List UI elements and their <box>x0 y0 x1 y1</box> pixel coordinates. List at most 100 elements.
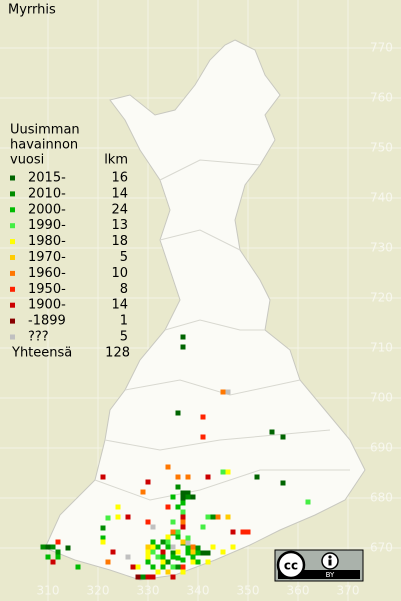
observation-square <box>65 545 71 551</box>
legend-count: 5 <box>120 250 128 265</box>
observation-square <box>180 344 186 350</box>
y-tick-label: 730 <box>370 241 393 255</box>
x-tick-label: 340 <box>187 584 210 598</box>
observation-square <box>170 519 176 525</box>
observation-square <box>195 559 201 565</box>
observation-square <box>105 515 111 521</box>
x-tick-label: 310 <box>37 584 60 598</box>
observation-square <box>155 569 161 575</box>
observation-square <box>140 574 146 580</box>
observation-square <box>185 490 191 496</box>
observation-square <box>305 499 311 505</box>
legend-label: 1950- <box>28 282 66 297</box>
observation-square <box>100 525 106 531</box>
observation-square <box>200 550 206 556</box>
observation-square <box>75 564 81 570</box>
observation-square <box>215 514 221 520</box>
observation-square <box>150 539 156 545</box>
observation-square <box>55 549 61 555</box>
observation-square <box>185 535 191 541</box>
observation-square <box>145 559 151 565</box>
observation-square <box>175 504 181 510</box>
y-tick-label: 770 <box>370 41 393 55</box>
observation-square <box>195 550 201 556</box>
observation-square <box>180 495 186 501</box>
total-label: Yhteensä <box>11 345 72 360</box>
observation-square <box>165 559 171 565</box>
observation-square <box>180 564 186 570</box>
observation-square <box>105 559 111 565</box>
observation-square <box>110 549 116 555</box>
observation-square <box>220 469 226 475</box>
observation-square <box>115 514 121 520</box>
observation-square <box>165 539 171 545</box>
observation-square <box>40 544 46 550</box>
x-tick-label: 370 <box>337 584 360 598</box>
legend-swatch <box>10 270 15 276</box>
legend-label: 1970- <box>28 250 66 265</box>
observation-square <box>240 529 246 535</box>
legend-count: 8 <box>120 282 128 297</box>
legend-label: 2015- <box>28 171 66 186</box>
observation-square <box>180 569 186 575</box>
observation-square <box>180 557 186 563</box>
legend-label: 1980- <box>28 234 66 249</box>
x-tick-label: 330 <box>137 584 160 598</box>
y-tick-label: 740 <box>370 191 393 205</box>
observation-square <box>155 554 161 560</box>
legend-label: ??? <box>28 330 49 345</box>
legend-count: 16 <box>111 171 128 186</box>
license-label: BY <box>326 571 335 579</box>
legend-count: 5 <box>120 330 128 345</box>
observation-square <box>145 544 151 550</box>
legend-label: 1900- <box>28 298 66 313</box>
observation-square <box>160 554 166 560</box>
observation-square <box>150 564 156 570</box>
region-borders <box>94 159 350 501</box>
observation-square <box>170 554 176 560</box>
observation-square <box>210 544 216 550</box>
total-count: 128 <box>105 345 130 360</box>
observation-square <box>145 549 151 555</box>
observation-square <box>100 474 106 480</box>
observation-square <box>205 550 211 556</box>
observation-square <box>225 469 231 475</box>
observation-square <box>50 544 56 550</box>
observation-square <box>125 554 131 560</box>
observation-square <box>100 539 106 545</box>
observation-square <box>125 514 131 520</box>
legend-label: 1960- <box>28 266 66 281</box>
observation-square <box>50 559 56 565</box>
observation-square <box>180 334 186 340</box>
observation-square <box>180 509 186 515</box>
observation-square <box>185 550 191 556</box>
observation-square <box>190 559 196 565</box>
legend-count: 14 <box>111 298 128 313</box>
observation-square <box>100 535 106 541</box>
legend-swatch <box>10 223 15 229</box>
observation-square <box>254 474 260 480</box>
observation-square <box>180 514 186 520</box>
observation-square <box>180 524 186 530</box>
observation-square <box>225 389 231 395</box>
observation-square <box>160 564 166 570</box>
observation-square <box>145 554 151 560</box>
legend-count: 24 <box>111 202 128 217</box>
observation-square <box>55 539 61 545</box>
legend-count: 1 <box>120 314 128 329</box>
observation-square <box>165 534 171 540</box>
y-tick-label: 670 <box>370 541 393 555</box>
legend-label: 2000- <box>28 202 66 217</box>
observation-square <box>185 494 191 500</box>
observation-square <box>150 549 156 555</box>
observation-square <box>170 564 176 570</box>
y-tick-label: 690 <box>370 441 393 455</box>
observation-square <box>180 539 186 545</box>
observation-square <box>175 474 181 480</box>
legend-swatch <box>10 239 15 245</box>
observation-square <box>155 544 161 550</box>
x-tick-label: 350 <box>237 584 260 598</box>
legend-swatch <box>10 334 15 340</box>
y-tick-label: 680 <box>370 491 393 505</box>
observation-square <box>245 529 251 535</box>
